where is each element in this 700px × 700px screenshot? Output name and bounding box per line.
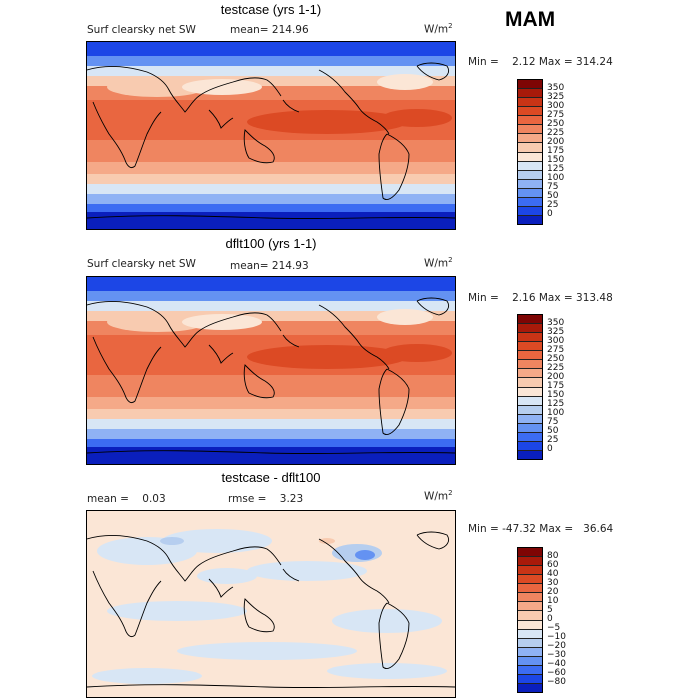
cb1-tick-4: 250 [547,118,565,129]
cb1-tick-2: 300 [547,100,565,111]
panel-1-minmax: Min = 2.12 Max = 314.24 [468,56,613,68]
cb2-tick-11: 75 [547,416,559,427]
panel-2-coastlines [87,297,455,455]
panel-3-map [86,510,456,698]
cb1-tick-3: 275 [547,109,565,120]
panel-1-map [86,41,456,230]
panel-2-unit: W/m2 [424,256,453,270]
cb1-tick-10: 100 [547,172,565,183]
panel-1-coastlines [87,62,455,220]
cb1-tick-9: 125 [547,163,565,174]
cb2-tick-14: 0 [547,443,553,454]
cb3-tick-5: 10 [547,595,559,606]
panel-3-colorbar-ticks: 80 60 40 30 20 10 5 0 −5 −10 −20 −30 −40… [547,547,587,691]
panel-2-colorbar [517,314,543,460]
cb2-tick-2: 300 [547,335,565,346]
season-label: MAM [505,8,556,31]
cb1-tick-12: 50 [547,190,559,201]
panel-1-unit: W/m2 [424,22,453,36]
cb3-tick-12: −40 [547,658,566,669]
cb3-tick-11: −30 [547,649,566,660]
panel-1-colorbar-ticks: 350 325 300 275 250 225 200 175 150 125 … [547,79,587,223]
cb2-tick-13: 25 [547,434,559,445]
cb2-tick-4: 250 [547,353,565,364]
cb3-tick-7: 0 [547,613,553,624]
cb2-tick-5: 225 [547,362,565,373]
panel-2-mean-label: mean= 214.93 [230,260,309,272]
panel-1-variable-label: Surf clearsky net SW [87,24,196,36]
cb3-tick-1: 60 [547,559,559,570]
cb1-tick-5: 225 [547,127,565,138]
panel-2-sw-field [87,277,455,464]
panel-2-map [86,276,456,465]
panel-1-mean-label: mean= 214.96 [230,24,309,36]
panel-3-rmse-label: rmse = 3.23 [228,493,304,505]
cb2-tick-12: 50 [547,425,559,436]
cb2-tick-6: 200 [547,371,565,382]
cb3-tick-0: 80 [547,550,559,561]
cb3-tick-8: −5 [547,622,561,633]
panel-3-mean-label: mean = 0.03 [87,493,166,505]
cb3-tick-13: −60 [547,667,566,678]
cb2-tick-9: 125 [547,398,565,409]
panel-3-unit: W/m2 [424,489,453,503]
panel-2-minmax: Min = 2.16 Max = 313.48 [468,292,613,304]
cb1-tick-0: 350 [547,82,565,93]
cb2-tick-3: 275 [547,344,565,355]
cb1-tick-1: 325 [547,91,565,102]
panel-3-minmax: Min = -47.32 Max = 36.64 [468,523,614,535]
cb2-tick-8: 150 [547,389,565,400]
cb3-tick-10: −20 [547,640,566,651]
panel-1-title: testcase (yrs 1-1) [220,2,322,17]
panel-3-colorbar [517,547,543,693]
cb2-tick-0: 350 [547,317,565,328]
cb1-tick-7: 175 [547,145,565,156]
panel-2-colorbar-ticks: 350 325 300 275 250 225 200 175 150 125 … [547,314,587,458]
panel-3-title: testcase - dflt100 [221,470,321,485]
cb3-tick-9: −10 [547,631,566,642]
cb2-tick-1: 325 [547,326,565,337]
cb2-tick-7: 175 [547,380,565,391]
cb1-tick-11: 75 [547,181,559,192]
cb1-tick-14: 0 [547,208,553,219]
cb1-tick-13: 25 [547,199,559,210]
panel-2-title: dflt100 (yrs 1-1) [225,236,317,251]
panel-1-sw-field [87,42,455,229]
cb3-tick-4: 20 [547,586,559,597]
panel-3-coastlines [87,531,455,689]
panel-1-colorbar [517,79,543,225]
panel-2-variable-label: Surf clearsky net SW [87,258,196,270]
cb1-tick-6: 200 [547,136,565,147]
cb3-tick-3: 30 [547,577,559,588]
cb3-tick-14: −80 [547,676,566,687]
cb1-tick-8: 150 [547,154,565,165]
cb3-tick-6: 5 [547,604,553,615]
cb2-tick-10: 100 [547,407,565,418]
cb3-tick-2: 40 [547,568,559,579]
